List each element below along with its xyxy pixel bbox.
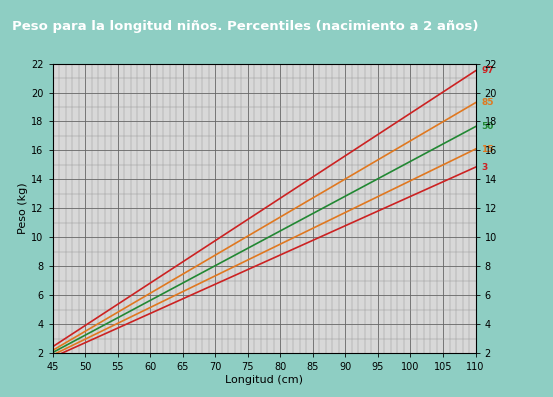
Text: 85: 85 — [481, 98, 494, 107]
Text: 3: 3 — [481, 163, 487, 172]
X-axis label: Longitud (cm): Longitud (cm) — [225, 375, 303, 385]
Y-axis label: Peso (kg): Peso (kg) — [18, 183, 28, 234]
Text: Peso para la longitud niños. Percentiles (nacimiento a 2 años): Peso para la longitud niños. Percentiles… — [12, 20, 479, 33]
Text: 50: 50 — [481, 122, 493, 131]
Text: 15: 15 — [481, 145, 494, 154]
Text: 97: 97 — [481, 66, 494, 75]
